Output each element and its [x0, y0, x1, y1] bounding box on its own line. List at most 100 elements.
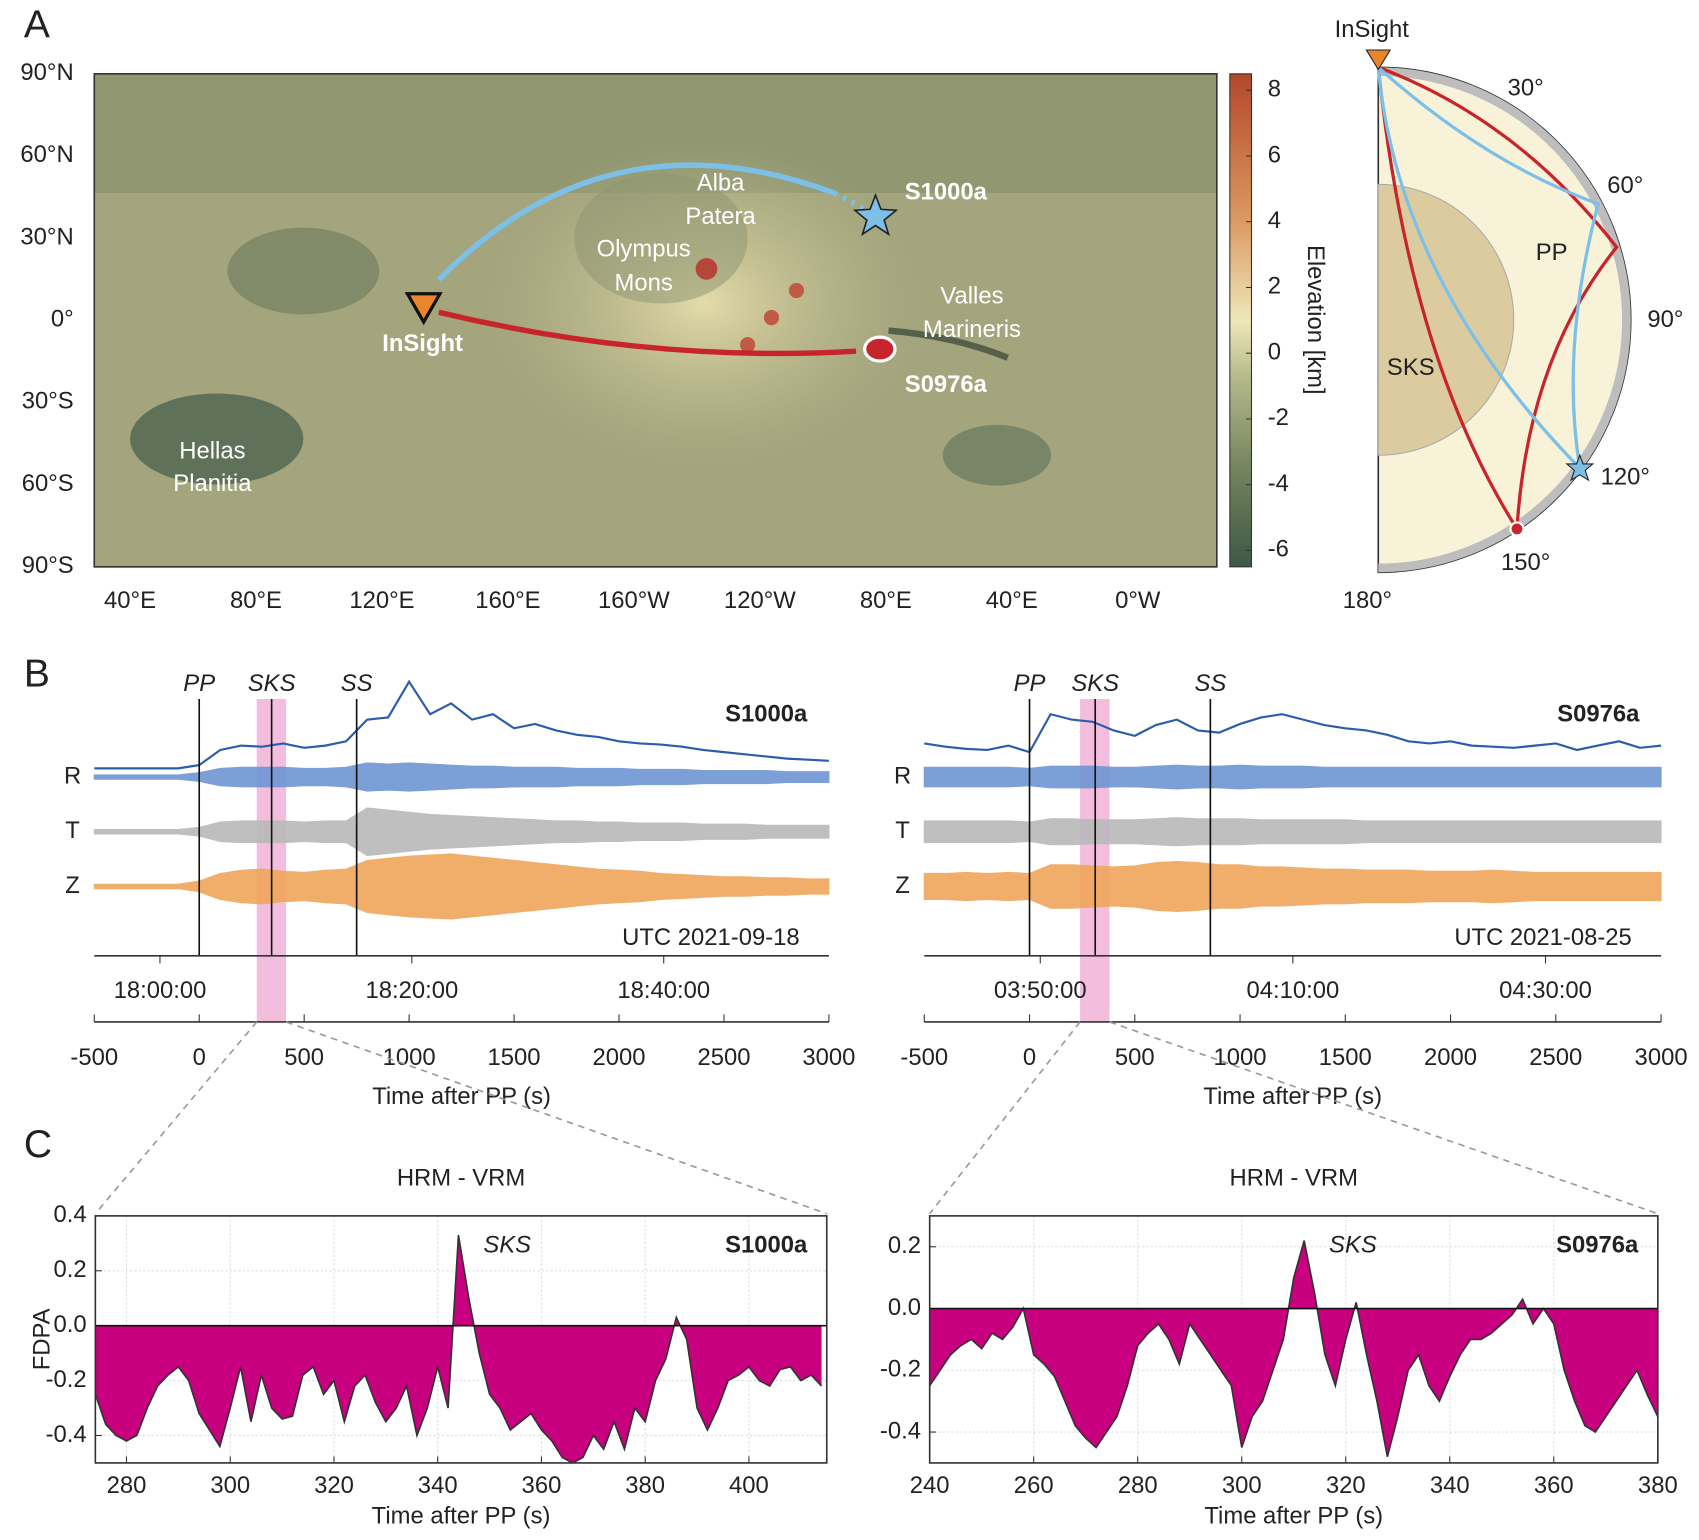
area-fill: [95, 1235, 822, 1463]
map-basin: [130, 393, 304, 485]
x-tick-label: 280: [107, 1472, 147, 1499]
event-marker[interactable]: [1565, 453, 1595, 482]
x-tick-label: 360: [522, 1472, 562, 1499]
annotation: SKS: [483, 1232, 531, 1259]
y-tick-label: 0.0: [54, 1311, 87, 1338]
panel-label: A: [24, 4, 50, 47]
envelope-line: [924, 712, 1662, 754]
x-tick-label: 40°E: [104, 587, 156, 614]
x-tick-label: 2500: [1529, 1044, 1582, 1071]
map-basin: [942, 424, 1052, 486]
x-tick-label: 160°W: [598, 587, 670, 614]
event-marker[interactable]: [852, 192, 899, 237]
event-label: S0976a: [905, 371, 988, 398]
zoom-line: [285, 1021, 828, 1215]
y-tick-label: 60°N: [20, 141, 73, 168]
place-label: Marineris: [923, 316, 1021, 343]
x-tick-label: 500: [284, 1044, 324, 1071]
x-tick-label: 3000: [1635, 1044, 1688, 1071]
x-tick-label: 400: [729, 1472, 769, 1499]
trace: [923, 817, 1662, 847]
y-tick-label: 0°: [51, 306, 74, 333]
x-tick-label: -500: [900, 1044, 948, 1071]
x-tick-label: 300: [210, 1472, 250, 1499]
y-tick-label: 0.2: [888, 1232, 921, 1259]
distance-label: 30°: [1508, 74, 1544, 101]
place-label: Planitia: [173, 470, 252, 497]
trace: [923, 764, 1662, 790]
zoom-line: [929, 1021, 1081, 1215]
x-tick-label: 380: [1638, 1472, 1678, 1499]
colorbar-tick-label: 6: [1268, 141, 1281, 168]
zoom-line: [1109, 1021, 1659, 1215]
x-tick-label: 280: [1118, 1472, 1158, 1499]
x-tick-label: 1500: [1319, 1044, 1372, 1071]
ray: [1377, 65, 1619, 530]
place-label: Hellas: [179, 437, 245, 464]
map-frame: [93, 73, 1218, 568]
x-tick-label: 2000: [593, 1044, 646, 1071]
colorbar-tick-label: 4: [1268, 207, 1281, 234]
y-tick-label: 30°N: [20, 223, 73, 250]
plot-frame: [928, 1215, 1659, 1464]
region-label: SKS: [1387, 354, 1435, 381]
phase-label: SS: [341, 670, 373, 697]
event-marker[interactable]: [863, 335, 897, 363]
annotation: SKS: [1329, 1232, 1377, 1259]
ray-path: [438, 309, 857, 357]
time-tick-label: 04:30:00: [1499, 977, 1592, 1004]
colorbar-tick-label: 0: [1268, 338, 1281, 365]
event-label: S1000a: [905, 178, 988, 205]
x-tick-label: 0: [1023, 1044, 1036, 1071]
y-axis-label: FDPA: [29, 1308, 56, 1370]
x-axis-label: Time after PP (s): [1203, 1083, 1382, 1110]
station-marker[interactable]: [1365, 49, 1392, 71]
distance-label: 180°: [1343, 587, 1392, 614]
trace-label: R: [64, 762, 81, 789]
x-axis-label: Time after PP (s): [372, 1502, 551, 1529]
y-tick-label: 30°S: [22, 388, 74, 415]
ray-path: [436, 162, 836, 282]
colorbar-tick-label: 2: [1268, 273, 1281, 300]
trace-label: R: [894, 762, 911, 789]
envelope-line: [94, 679, 829, 770]
place-label: Patera: [685, 203, 756, 230]
x-tick-label: 240: [910, 1472, 950, 1499]
map: [94, 73, 1217, 567]
y-tick-label: 0.2: [54, 1256, 87, 1283]
x-tick-label: 360: [1534, 1472, 1574, 1499]
distance-label: 90°: [1647, 306, 1683, 333]
station-marker[interactable]: [404, 292, 443, 326]
x-tick-label: 500: [1115, 1044, 1155, 1071]
trace-label: T: [65, 817, 80, 844]
ray: [1376, 67, 1581, 470]
x-tick-label: 0°W: [1115, 587, 1161, 614]
x-tick-label: 320: [1326, 1472, 1366, 1499]
x-tick-label: 120°E: [349, 587, 414, 614]
trace: [93, 807, 830, 857]
place-label: Valles: [940, 282, 1003, 309]
colorbar-tick-label: 8: [1268, 76, 1281, 103]
trace: [93, 762, 830, 792]
place-label: Mons: [614, 269, 672, 296]
distance-label: 150°: [1501, 549, 1550, 576]
ray: [1377, 66, 1601, 469]
volcano: [695, 258, 718, 280]
chart-title: HRM - VRM: [1230, 1164, 1358, 1191]
ray: [1376, 67, 1519, 530]
crust: [1378, 67, 1631, 573]
area-line: [929, 1240, 1659, 1457]
trace: [923, 861, 1662, 912]
area-fill: [929, 1240, 1658, 1457]
x-tick-label: 320: [314, 1472, 354, 1499]
time-tick-label: 18:40:00: [617, 977, 710, 1004]
station-label: InSight: [1335, 16, 1410, 43]
colorbar-tick-label: -2: [1268, 404, 1289, 431]
event-marker[interactable]: [1509, 521, 1525, 537]
x-tick-label: -500: [70, 1044, 118, 1071]
trace: [93, 853, 830, 920]
volcano: [740, 337, 756, 353]
x-tick-label: 1000: [383, 1044, 436, 1071]
